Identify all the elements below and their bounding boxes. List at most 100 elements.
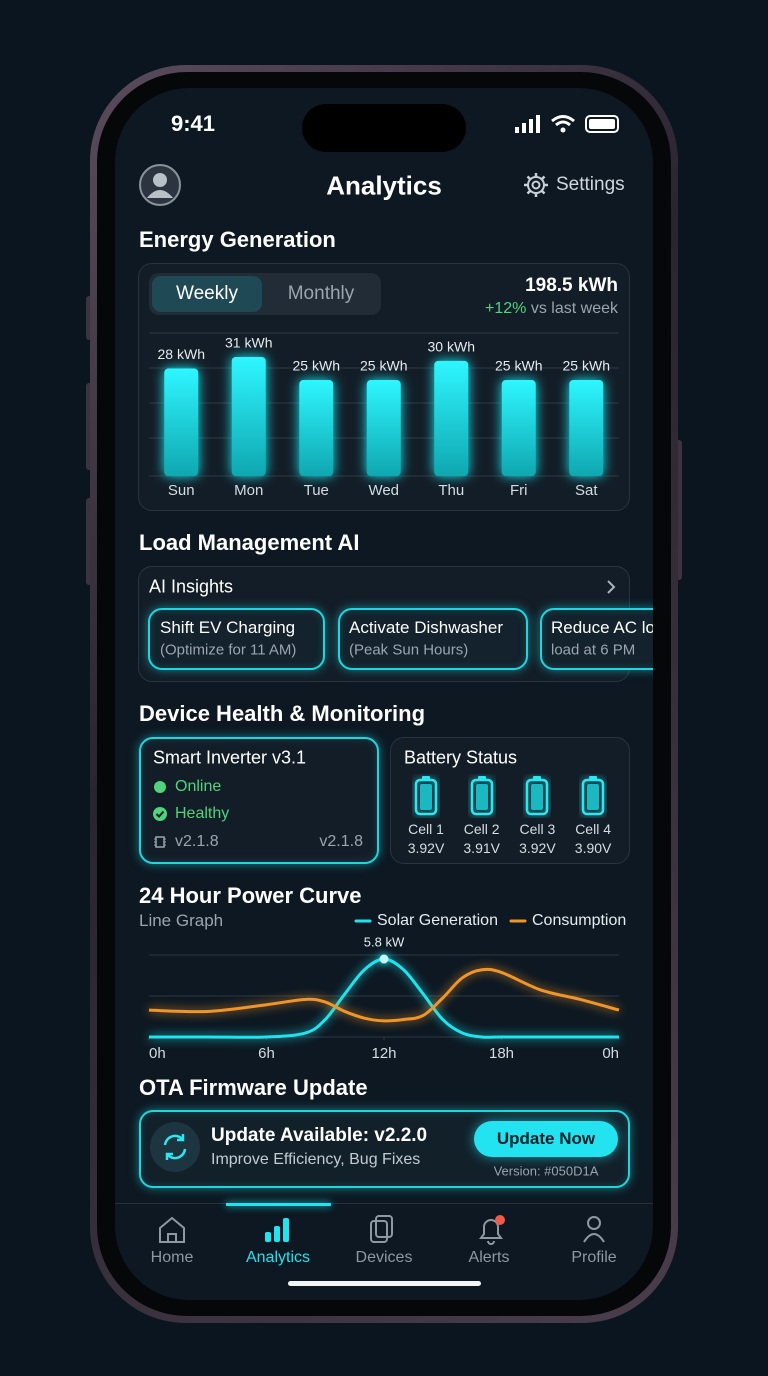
battery-fill [475,784,488,810]
chip-icon [154,836,166,848]
insight-detail: load at 6 PM [551,641,636,659]
x-tick-label: 18h [489,1045,514,1062]
bar-value-label: 25 kWh [563,358,610,374]
x-tick-label: 0h [602,1045,619,1062]
x-tick-label: 0h [149,1045,166,1062]
cell-name: Cell 2 [463,821,500,837]
peak-marker [379,954,389,964]
cell-voltage: 3.92V [519,840,556,856]
battery-body [581,778,605,816]
bar-value-label: 31 kWh [225,335,272,351]
status-time: 9:41 [170,111,216,136]
battery-body [526,778,549,816]
alerts-icon[interactable] [479,1219,503,1245]
x-tick-label: Mon [234,482,263,499]
legend-label: Solar Generation [377,912,498,929]
card-title: AI Insights [149,576,234,597]
battery-fill [531,784,544,810]
nav-label[interactable]: Profile [571,1249,617,1266]
update-details: Improve Efficiency, Bug Fixes [211,1151,421,1168]
alert-badge [495,1215,505,1225]
avatar[interactable] [138,163,182,207]
nav-label[interactable]: Home [150,1249,194,1266]
bar-value-label: 25 kWh [495,358,542,374]
bar-value-label: 28 kWh [158,346,205,362]
profile-icon[interactable] [583,1216,605,1243]
insight-chip[interactable] [540,608,653,670]
bar [569,380,604,476]
bar [434,360,469,476]
nav-indicator [226,1203,331,1206]
tab[interactable]: Monthly [287,283,355,304]
screen-title: Analytics [326,170,442,201]
bar-chart: 28 kWh Sun 31 kWh Mon 25 kWh Tue 25 kWh Wed 30 k… [149,332,619,499]
total-energy: 198.5 kWh [525,275,618,296]
series-line [148,967,620,1023]
bar [164,368,199,476]
x-tick-label: 6h [258,1045,275,1062]
insight-title: Activate Dishwasher [349,618,504,637]
device-status: Online [175,778,222,795]
dynamic-island [302,104,466,152]
change-line: +12% vs last week [485,300,618,318]
analytics-icon[interactable] [265,1218,289,1242]
battery-icon [526,776,549,816]
nav-divider [115,1203,653,1204]
cell-name: Cell 3 [519,821,556,837]
bar [366,380,401,476]
update-button[interactable] [474,1121,618,1157]
bar-value-label: 25 kWh [360,358,407,374]
section-title: OTA Firmware Update [139,1075,368,1100]
device-version: v2.1.8 [319,833,363,850]
cell-name: Cell 4 [575,821,611,837]
chart-subtitle: Line Graph [139,911,224,930]
active-tab [152,276,262,312]
x-tick-label: Tue [304,482,329,499]
battery-fill [587,784,600,810]
home-icon[interactable] [159,1216,185,1243]
nav-label[interactable]: Alerts [468,1249,510,1266]
section-title: Energy Generation [139,227,336,252]
update-headline: Update Available: v2.2.0 [211,1125,428,1146]
insight-chip[interactable] [148,608,325,670]
check-icon [153,807,167,821]
device-health: Healthy [175,805,230,822]
section-title: 24 Hour Power Curve [139,883,362,908]
bar [501,380,536,476]
insight-chip[interactable] [338,608,528,670]
nav-label[interactable]: Devices [355,1249,413,1266]
nav-icons [159,1215,605,1245]
series-line [149,957,619,1039]
legend-label: Consumption [532,912,626,929]
tab[interactable]: Weekly [176,283,238,304]
chevron[interactable] [603,578,619,596]
update-button-label[interactable]: Update Now [496,1129,596,1148]
devices-icon[interactable] [370,1215,393,1243]
x-tick-label: Thu [438,482,464,499]
cell-voltage: 3.90V [574,840,612,856]
x-tick-label: 12h [371,1045,396,1062]
status-dot [154,781,166,793]
cell-name: Cell 1 [408,821,444,837]
bar [299,380,334,476]
firmware-version: v2.1.8 [175,833,219,850]
settings-icon[interactable] [522,171,550,199]
insight-title: Shift EV Charging [160,618,296,637]
line-chart: 0h 6h 12h 18h 0h Solar Generation Consumption 5… [148,912,626,1062]
battery-body [414,778,438,816]
side-button [86,383,92,470]
battery-body [470,778,493,816]
bar-value-label: 30 kWh [428,339,475,355]
settings-link[interactable]: Settings [556,174,625,195]
section-title: Load Management AI [139,530,360,555]
insight-detail: (Peak Sun Hours) [349,641,469,659]
status-icons [515,115,619,133]
x-tick-label: Wed [368,482,399,499]
battery-fill [420,784,432,810]
x-tick-label: Fri [510,482,528,499]
x-tick-label: Sun [168,482,195,499]
nav-label[interactable]: Analytics [245,1249,311,1266]
sync-icon [150,1122,200,1172]
bar [231,357,266,476]
